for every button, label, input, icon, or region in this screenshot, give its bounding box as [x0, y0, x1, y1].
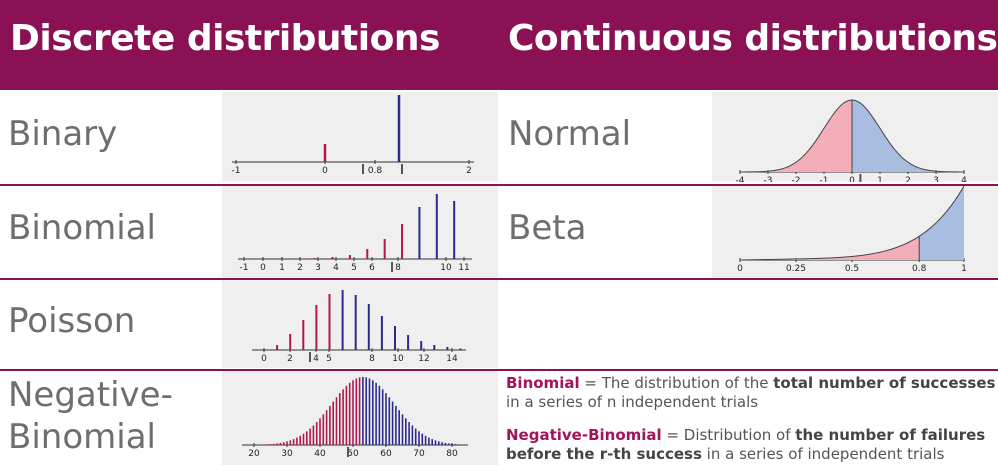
label-negbin-line1: Negative- — [8, 375, 173, 415]
normal-axis-label: 3 — [933, 176, 939, 182]
binomial-axis-label: 0 — [260, 263, 266, 273]
poisson-axis-label: 5 — [326, 354, 332, 364]
beta-panel: 0 0.25 0.5 0.8 1 — [712, 186, 998, 277]
beta-right-area — [919, 186, 964, 260]
negbin-axis-label: 70 — [413, 449, 425, 459]
continuous-title: Continuous distributions — [508, 18, 998, 59]
beta-axis-label: 1 — [961, 264, 967, 274]
beta-left-area — [740, 236, 920, 260]
label-beta: Beta — [508, 208, 587, 248]
beta-chart: 0 0.25 0.5 0.8 1 — [737, 186, 967, 274]
poisson-axis-label: 12 — [418, 354, 429, 364]
normal-panel: -4 -3 -2 -1 0 1 2 3 4 — [712, 92, 998, 182]
beta-curve — [739, 186, 965, 261]
binomial-panel: -1 0 1 2 3 4 5 6 8 10 11 — [222, 186, 498, 277]
row-divider — [0, 278, 998, 280]
negbin-axis-label: 60 — [380, 449, 392, 459]
binomial-chart: -1 0 1 2 3 4 5 6 8 10 11 — [238, 194, 472, 273]
binomial-axis-label: 11 — [458, 263, 469, 273]
binary-axis-label: 2 — [466, 166, 472, 176]
binary-panel: -1 0 0.8 2 — [222, 92, 498, 182]
negbin-chart: 20 30 40 50 60 70 80 — [242, 377, 468, 459]
normal-right-area — [852, 100, 964, 172]
beta-axis-label: 0.25 — [786, 264, 806, 274]
normal-axis-label: -3 — [764, 176, 773, 182]
poisson-axis-label: 4 — [313, 354, 319, 364]
normal-axis-label: 4 — [961, 176, 967, 182]
note-binomial-eq: = The distribution of the — [579, 374, 774, 392]
binomial-axis-label: 3 — [315, 263, 321, 273]
poisson-chart: 0 2 4 5 8 10 12 14 — [252, 290, 466, 364]
binary-chart: -1 0 0.8 2 — [232, 95, 474, 176]
note-binomial-rest: in a series of n independent trials — [506, 393, 759, 411]
beta-axis-label: 0 — [737, 264, 743, 274]
label-negative-binomial: Negative- Binomial — [8, 374, 173, 458]
normal-axis-label: 0 — [849, 176, 855, 182]
normal-axis-label: 1 — [877, 176, 883, 182]
normal-chart: -4 -3 -2 -1 0 1 2 3 4 — [736, 99, 967, 182]
note-negbin-rest: in a series of independent trials — [701, 445, 945, 463]
binomial-axis-label: 2 — [297, 263, 303, 273]
binary-axis-label: 0 — [322, 166, 328, 176]
label-poisson: Poisson — [8, 301, 136, 341]
poisson-axis-label: 14 — [446, 354, 458, 364]
label-binomial: Binomial — [8, 208, 156, 248]
row-divider — [0, 369, 998, 371]
poisson-axis-label: 2 — [287, 354, 293, 364]
binary-axis-label: 0.8 — [368, 166, 383, 176]
note-binomial-term: Binomial — [506, 374, 580, 392]
label-binary: Binary — [8, 114, 118, 154]
binomial-axis-label: 10 — [440, 263, 452, 273]
note-negbin-bold: the number of failures before the r-th s… — [506, 426, 986, 463]
poisson-panel: 0 2 4 5 8 10 12 14 — [222, 280, 498, 368]
negbin-axis-label: 40 — [314, 449, 326, 459]
binomial-note: Binomial = The distribution of the total… — [506, 374, 996, 412]
negbin-axis-label: 30 — [281, 449, 293, 459]
header-bar: Discrete distributions Continuous distri… — [0, 0, 998, 90]
binomial-axis-label: 4 — [333, 263, 339, 273]
negbin-note: Negative-Binomial = Distribution of the … — [506, 426, 996, 464]
negbin-axis-label: 50 — [347, 449, 359, 459]
binomial-axis-label: -1 — [240, 263, 249, 273]
negbin-panel: 20 30 40 50 60 70 80 — [222, 371, 498, 465]
binomial-axis-label: 6 — [369, 263, 375, 273]
label-negbin-line2: Binomial — [8, 417, 156, 457]
normal-left-area — [740, 100, 852, 172]
label-normal: Normal — [508, 114, 632, 154]
discrete-title: Discrete distributions — [10, 18, 440, 59]
poisson-axis-label: 10 — [392, 354, 404, 364]
beta-axis-label: 0.8 — [912, 264, 927, 274]
binomial-axis-label: 1 — [279, 263, 285, 273]
normal-axis-label: -2 — [792, 176, 801, 182]
poisson-axis-label: 8 — [369, 354, 375, 364]
binomial-axis-label: 8 — [395, 263, 401, 273]
poisson-axis-label: 0 — [261, 354, 267, 364]
normal-axis-label: -4 — [736, 176, 745, 182]
note-binomial-bold: total number of successes — [773, 374, 996, 392]
normal-axis-label: 2 — [905, 176, 911, 182]
binary-axis-label: -1 — [232, 166, 241, 176]
normal-axis-label: -1 — [820, 176, 829, 182]
negbin-axis-label: 80 — [446, 449, 458, 459]
beta-axis-label: 0.5 — [845, 264, 859, 274]
negbin-axis-label: 20 — [248, 449, 260, 459]
note-negbin-term: Negative-Binomial — [506, 426, 662, 444]
note-negbin-eq: = Distribution of — [661, 426, 796, 444]
binomial-axis-label: 5 — [351, 263, 357, 273]
row-divider — [0, 184, 998, 186]
